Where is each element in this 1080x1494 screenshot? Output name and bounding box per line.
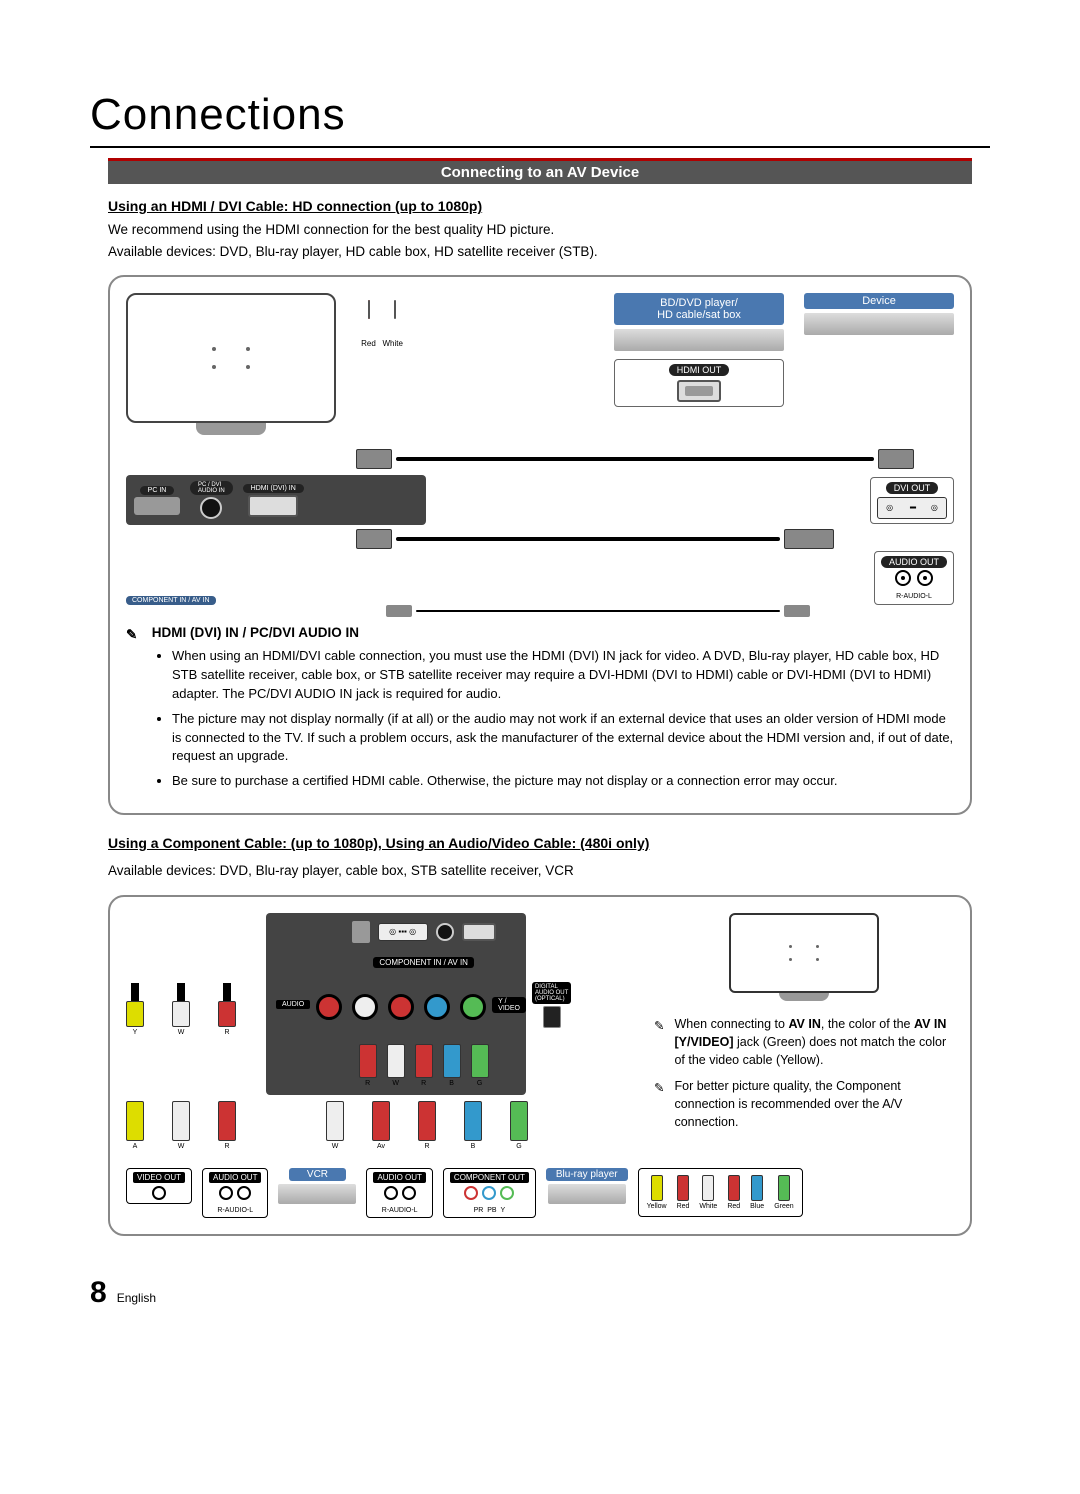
hdmi-cable	[356, 449, 914, 469]
note-heading: ✎ HDMI (DVI) IN / PC/DVI AUDIO IN	[126, 625, 954, 641]
dvi-out-label: DVI OUT	[886, 482, 939, 494]
device-box: Device	[804, 293, 954, 335]
tv-back-panel: PC IN PC / DVI AUDIO IN HDMI (DVI) IN	[126, 475, 426, 525]
page-number: 8	[90, 1276, 107, 1310]
component-plugs-set: W Av R B G	[326, 1101, 528, 1150]
bullet-3: Be sure to purchase a certified HDMI cab…	[172, 772, 954, 791]
audio-out-box: AUDIO OUT R-AUDIO-L	[874, 551, 954, 605]
audio-out-box-br: AUDIO OUT R-AUDIO-L	[366, 1168, 432, 1218]
page-language: English	[117, 1291, 156, 1305]
hdmi-out-label: HDMI OUT	[669, 364, 730, 376]
bd-label-2: HD cable/sat box	[657, 309, 741, 321]
color-legend: Yellow Red White Red Blue Green	[638, 1168, 803, 1217]
sub-heading-2: Using a Component Cable: (up to 1080p), …	[108, 835, 972, 851]
notes-list: When using an HDMI/DVI cable connection,…	[172, 647, 954, 791]
dvi-cable	[356, 529, 834, 549]
av-plugs-set: A W R	[126, 1101, 236, 1150]
bullet-2: The picture may not display normally (if…	[172, 710, 954, 767]
note-icon: ✎	[654, 1079, 664, 1133]
diagram-hdmi: Red White BD/DVD player/ HD cable/sat bo…	[108, 275, 972, 815]
intro-text-2: Available devices: DVD, Blu-ray player, …	[108, 242, 972, 262]
audio-out-label: AUDIO OUT	[881, 556, 947, 568]
page-title: Connections	[90, 90, 990, 148]
r-audio-l-label: R-AUDIO-L	[896, 593, 932, 600]
bottom-device-row: VIDEO OUT AUDIO OUT R-AUDIO-L VCR AUDIO …	[126, 1168, 954, 1218]
audio-out-box-vcr: AUDIO OUT R-AUDIO-L	[202, 1168, 268, 1218]
diagram-component: Y W R ◎ ▪▪▪ ◎ COMPONENT IN / AV IN	[108, 895, 972, 1236]
intro-text-3: Available devices: DVD, Blu-ray player, …	[108, 861, 972, 881]
bluray-device: Blu-ray player	[546, 1168, 628, 1204]
note-heading-text: HDMI (DVI) IN / PC/DVI AUDIO IN	[152, 625, 359, 640]
rca-audio-pair: Red White	[356, 301, 408, 348]
bd-dvd-box: BD/DVD player/ HD cable/sat box HDMI OUT	[614, 293, 784, 407]
pc-dvi-audio-label: PC / DVI AUDIO IN	[190, 481, 233, 495]
rca-white-label: White	[382, 339, 402, 348]
vcr-device: VCR	[278, 1168, 356, 1204]
side-notes: ✎ When connecting to AV IN, the color of…	[654, 1015, 954, 1132]
page-footer: 8 English	[90, 1276, 990, 1310]
section-bar: Connecting to an AV Device	[108, 158, 972, 184]
cable-adapter-left: Y W R	[126, 983, 236, 1036]
rca-red-label: Red	[361, 339, 376, 348]
side-note-2: For better picture quality, the Componen…	[674, 1077, 954, 1131]
sub-heading-1: Using an HDMI / DVI Cable: HD connection…	[108, 198, 972, 214]
pc-in-label: PC IN	[140, 486, 175, 495]
note-icon: ✎	[654, 1017, 664, 1071]
intro-text-1: We recommend using the HDMI connection f…	[108, 220, 972, 240]
component-out-box: COMPONENT OUT PR PB Y	[443, 1168, 536, 1218]
tv-illustration	[126, 293, 336, 435]
mini-tv	[729, 913, 879, 1001]
component-strip: COMPONENT IN / AV IN	[126, 596, 216, 605]
component-av-in-label: COMPONENT IN / AV IN	[373, 957, 474, 968]
dvi-out-box: DVI OUT ◎▪▪▪▪▪▪◎	[870, 477, 954, 524]
device-label: Device	[804, 293, 954, 309]
hdmi-dvi-in-label: HDMI (DVI) IN	[243, 484, 304, 493]
note-icon: ✎	[126, 627, 144, 643]
bullet-1: When using an HDMI/DVI cable connection,…	[172, 647, 954, 704]
audio-cable	[386, 605, 810, 617]
video-out-box: VIDEO OUT	[126, 1168, 192, 1204]
bd-label-1: BD/DVD player/	[660, 297, 738, 309]
tv-back-panel-2: ◎ ▪▪▪ ◎ COMPONENT IN / AV IN AUDIO	[266, 913, 526, 1095]
